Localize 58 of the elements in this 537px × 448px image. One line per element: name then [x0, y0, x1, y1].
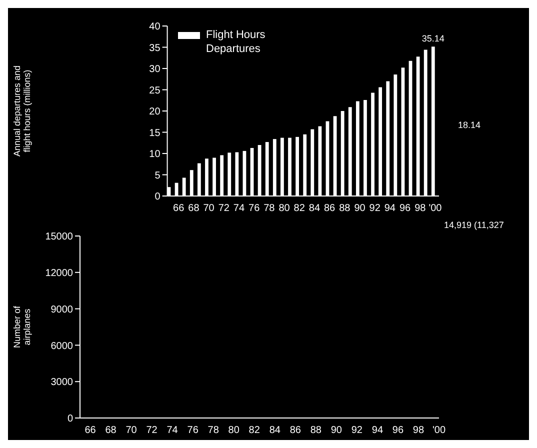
y-tick-label: 5	[154, 170, 161, 182]
y-tick-label: 10	[149, 149, 161, 160]
x-tick-label: 86	[324, 203, 336, 214]
x-tick-label: 78	[264, 203, 276, 214]
y-tick-label: 30	[149, 64, 161, 76]
x-tick-label: 82	[248, 425, 260, 436]
x-tick-label: 90	[354, 203, 366, 214]
y-tick-label: 6000	[50, 340, 74, 352]
y-tick-label: 3000	[50, 377, 74, 388]
x-tick-label: 76	[248, 203, 260, 214]
x-tick-label: 66	[84, 425, 96, 436]
x-tick-label: 98	[412, 425, 424, 436]
x-tick-label: 96	[399, 203, 412, 214]
x-tick-label: 74	[166, 425, 178, 436]
x-tick-label: 98	[414, 203, 426, 214]
y-tick-label: 0	[154, 192, 161, 203]
x-tick-label: 92	[351, 425, 363, 436]
y-tick-label: 0	[67, 414, 74, 425]
y-tick-label: 9000	[50, 304, 74, 316]
x-tick-label: 90	[330, 425, 342, 436]
x-tick-label: 78	[208, 425, 220, 436]
x-tick-label: '00	[428, 203, 442, 214]
x-tick-label: 84	[308, 203, 320, 214]
y-tick-label: 40	[149, 22, 161, 33]
y-axis-title: Annual departures and flight hours (millions)	[12, 65, 32, 157]
y-tick-label: 25	[149, 85, 161, 96]
y-tick-label: 20	[149, 106, 161, 118]
x-tick-label: 72	[218, 203, 230, 214]
x-tick-label: '00	[432, 425, 446, 436]
x-tick-label: 92	[369, 203, 381, 214]
x-tick-label: 80	[228, 425, 240, 436]
y-axis-title: Number of airplanes	[12, 306, 32, 348]
x-tick-label: 96	[392, 425, 404, 436]
x-tick-label: 70	[203, 203, 215, 214]
x-tick-label: 82	[294, 203, 306, 214]
text: 14,919 (11,327	[444, 220, 504, 230]
x-tick-label: 88	[339, 203, 351, 214]
x-tick-label: 88	[310, 425, 322, 436]
x-tick-label: 94	[384, 203, 396, 214]
x-tick-label: 84	[269, 425, 281, 436]
data-label: 35.14	[422, 34, 444, 44]
x-tick-label: 74	[233, 203, 245, 214]
text: Departures	[205, 42, 262, 56]
x-tick-label: 68	[105, 425, 117, 436]
x-tick-label: 72	[146, 425, 158, 436]
x-tick-label: 70	[126, 425, 138, 436]
y-tick-label: 15	[149, 128, 161, 139]
x-tick-label: 80	[278, 203, 290, 214]
x-tick-label: 68	[188, 203, 200, 214]
x-tick-label: 94	[372, 425, 384, 436]
y-tick-label: 35	[149, 42, 161, 54]
text: 18.14	[458, 120, 481, 130]
legend-label: Flight Hours	[205, 28, 266, 42]
y-tick-label: 15000	[45, 232, 74, 243]
x-tick-label: 86	[290, 425, 302, 436]
y-tick-label: 12000	[45, 268, 74, 279]
x-tick-label: 66	[173, 203, 185, 214]
x-tick-label: 76	[187, 425, 199, 436]
